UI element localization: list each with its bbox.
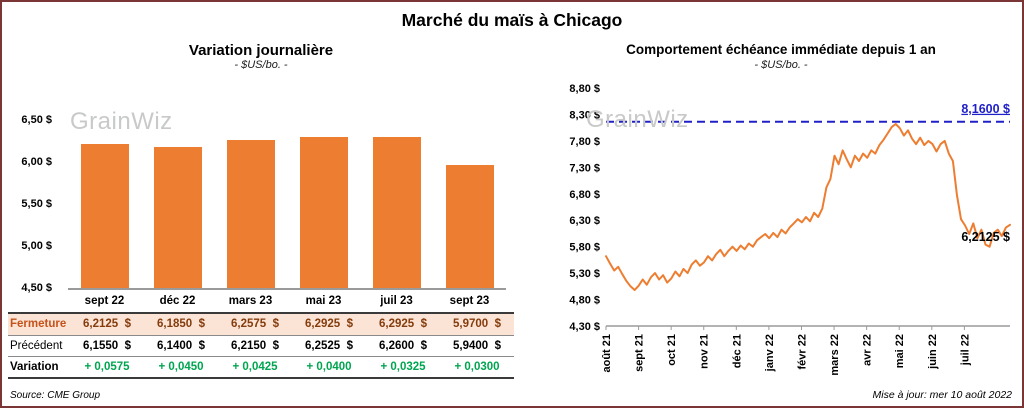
table-cell: 6,2125 $ (83, 318, 131, 330)
table-cell: 6,2575 $ (231, 318, 279, 330)
bar-y-tick-label: 6,50 $ (21, 114, 52, 126)
table-cell: 5,9700 $ (453, 318, 501, 330)
table-cell: + 0,0300 (454, 361, 500, 373)
table-cell: + 0,0325 (380, 361, 426, 373)
bar-chart: GrainWiz 6,50 $6,00 $5,50 $5,00 $4,50 $ (8, 100, 514, 294)
daily-variation-panel: Variation journalière - $US/bo. - GrainW… (8, 36, 514, 379)
table-cell: 6,1550 $ (83, 340, 131, 352)
table-cell: + 0,0450 (158, 361, 204, 373)
line-x-tick-label: mai 22 (894, 334, 906, 368)
line-x-tick-label: juil 22 (959, 334, 971, 366)
table-cell: 6,2150 $ (231, 340, 279, 352)
table-cell: 6,2925 $ (379, 318, 427, 330)
line-y-tick-label: 8,30 $ (569, 109, 600, 121)
price-line (605, 123, 1011, 291)
bar-mai 23 (299, 137, 348, 288)
bar-y-tick-label: 4,50 $ (21, 282, 52, 294)
table-row-fermeture: Fermeture 6,2125 $ 6,1850 $ 6,2575 $ 6,2925 … (8, 314, 514, 335)
table-cell: 6,1850 $ (157, 318, 205, 330)
line-chart: 8,80 $ 8,30 $ 7,80 $ 7,30 $ 6,80 $ 6,30 $ 5,80… (569, 83, 1011, 376)
line-x-tick-label: avr 22 (862, 334, 874, 366)
bar-y-tick-label: 5,00 $ (21, 240, 52, 252)
bar-plot-area (68, 100, 506, 290)
bar-déc 22 (153, 146, 202, 288)
line-y-tick-label: 5,30 $ (569, 268, 600, 280)
line-y-tick-label: 4,30 $ (569, 321, 600, 333)
table-cell: + 0,0400 (306, 361, 352, 373)
line-y-tick-label: 7,80 $ (569, 136, 600, 148)
line-chart-subtitle: - $US/bo. - (754, 59, 808, 71)
bar-sept 23 (445, 164, 494, 288)
line-chart-title: Comportement échéance immédiate depuis 1… (626, 42, 936, 57)
table-cell: 6,1400 $ (157, 340, 205, 352)
line-x-tick-label: janv 22 (764, 334, 776, 372)
bar-x-label: sept 22 (84, 295, 125, 307)
row-label: Précédent (10, 340, 63, 352)
line-y-tick-label: 6,80 $ (569, 189, 600, 201)
bar-x-label: déc 22 (159, 295, 196, 307)
bar-sept 22 (80, 144, 129, 288)
line-x-tick-label: déc 21 (731, 334, 743, 368)
page-title: Marché du maïs à Chicago (401, 10, 623, 30)
row-label: Variation (10, 361, 59, 373)
reference-line-label: 8,1600 $ (961, 102, 1010, 116)
bar-x-label: mars 23 (228, 295, 273, 307)
line-x-tick-label: mars 22 (829, 334, 841, 376)
line-chart-panel: Comportement échéance immédiate depuis 1… (542, 36, 1020, 386)
source-note: Source: CME Group (10, 390, 101, 401)
bar-x-axis: sept 22 déc 22 mars 23 mai 23 juil 23 sept 23 (68, 290, 506, 312)
line-y-tick-label: 6,30 $ (569, 215, 600, 227)
bar-mars 23 (226, 140, 275, 288)
table-cell: 6,2600 $ (379, 340, 427, 352)
table-cell: 6,2925 $ (305, 318, 353, 330)
table-cell: + 0,0425 (232, 361, 278, 373)
bar-juil 23 (372, 137, 421, 288)
price-table: Fermeture 6,2125 $ 6,1850 $ 6,2575 $ 6,2925 … (8, 312, 514, 379)
line-y-tick-label: 7,30 $ (569, 162, 600, 174)
table-row-precedent: Précédent 6,1550 $ 6,1400 $ 6,2150 $ 6,2525 … (8, 335, 514, 356)
line-x-tick-label: juin 22 (927, 334, 939, 370)
line-y-tick-label: 5,80 $ (569, 242, 600, 254)
line-x-tick-label: févr 22 (797, 334, 809, 369)
bar-chart-subtitle: - $US/bo. - (234, 59, 288, 71)
bar-x-label: sept 23 (449, 295, 490, 307)
line-x-tick-label: nov 21 (699, 334, 711, 369)
table-cell: + 0,0575 (84, 361, 130, 373)
table-cell: 5,9400 $ (453, 340, 501, 352)
line-x-tick-label: sept 21 (634, 334, 646, 372)
line-y-tick-label: 4,80 $ (569, 295, 600, 307)
table-cell: 6,2525 $ (305, 340, 353, 352)
row-label: Fermeture (10, 318, 67, 330)
line-x-tick-label: août 21 (601, 334, 613, 373)
bar-chart-title: Variation journalière (188, 42, 334, 59)
table-row-variation: Variation + 0,0575 + 0,0450 + 0,0425 + 0,040… (8, 356, 514, 377)
last-point-label: 6,2125 $ (961, 230, 1010, 244)
line-y-tick-label: 8,80 $ (569, 83, 600, 95)
line-x-tick-label: oct 21 (666, 334, 678, 366)
bar-y-tick-label: 6,00 $ (21, 156, 52, 168)
bar-x-label: juil 23 (380, 295, 413, 307)
bar-y-tick-label: 5,50 $ (21, 198, 52, 210)
bar-y-axis: 6,50 $ 6,00 $ 5,50 $ 5,00 $ 4,50 $ (8, 100, 58, 294)
update-note: Mise à jour: mer 10 août 2022 (872, 389, 1013, 401)
bar-x-label: mai 23 (305, 295, 342, 307)
